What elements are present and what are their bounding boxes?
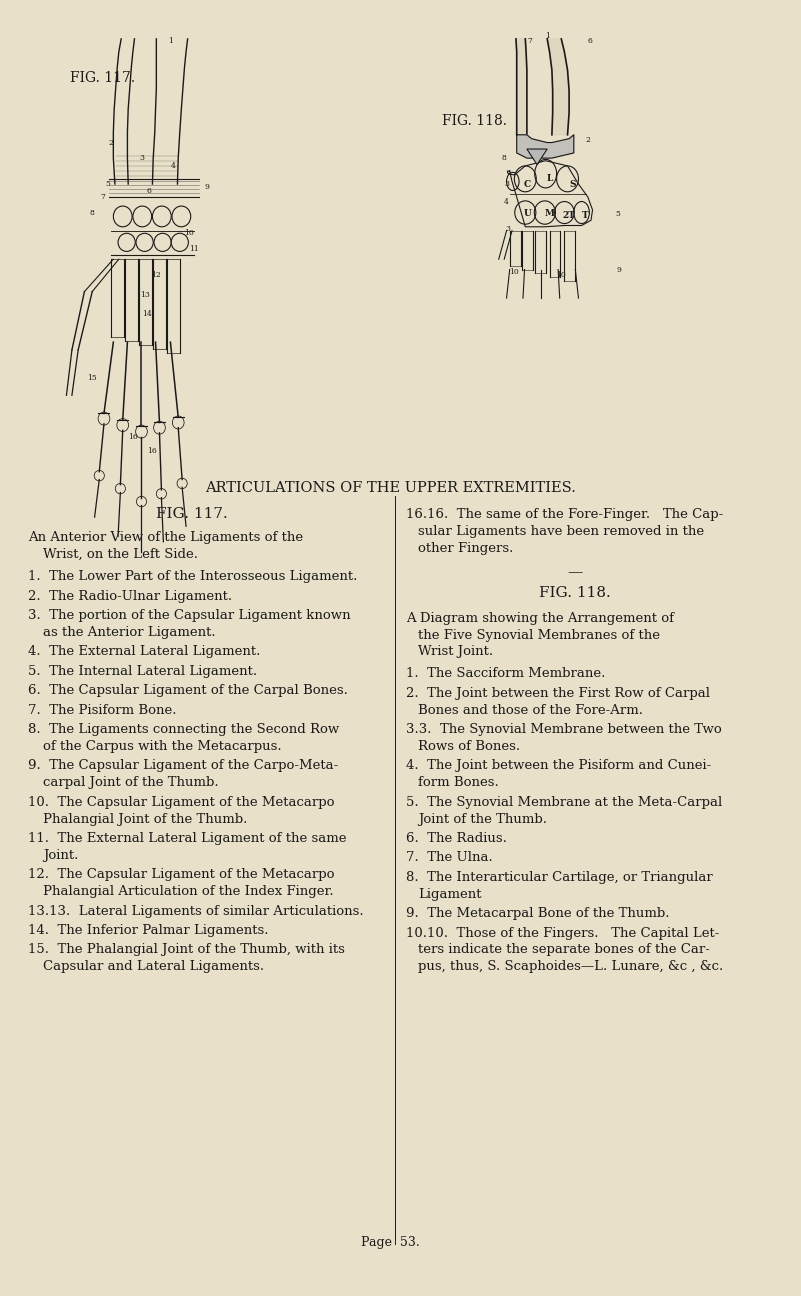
- Text: 15: 15: [87, 375, 97, 382]
- Polygon shape: [517, 135, 574, 158]
- Text: 11.  The External Lateral Ligament of the same: 11. The External Lateral Ligament of the…: [28, 832, 347, 845]
- Text: A Diagram showing the Arrangement of: A Diagram showing the Arrangement of: [406, 612, 674, 625]
- Text: FIG. 118.: FIG. 118.: [539, 586, 610, 600]
- Text: 9.  The Capsular Ligament of the Carpo-Meta-: 9. The Capsular Ligament of the Carpo-Me…: [28, 759, 338, 772]
- Text: T: T: [582, 211, 589, 219]
- Text: 1: 1: [545, 32, 549, 40]
- Text: 15.  The Phalangial Joint of the Thumb, with its: 15. The Phalangial Joint of the Thumb, w…: [28, 943, 345, 956]
- Text: 5.  The Internal Lateral Ligament.: 5. The Internal Lateral Ligament.: [28, 665, 257, 678]
- Text: 8.  The Interarticular Cartilage, or Triangular: 8. The Interarticular Cartilage, or Tria…: [406, 871, 713, 884]
- Text: An Anterior View of the Ligaments of the: An Anterior View of the Ligaments of the: [28, 531, 304, 544]
- Text: 9: 9: [617, 266, 622, 273]
- Text: 3.  The portion of the Capsular Ligament known: 3. The portion of the Capsular Ligament …: [28, 609, 351, 622]
- Text: of the Carpus with the Metacarpus.: of the Carpus with the Metacarpus.: [43, 740, 282, 753]
- Text: Wrist, on the Left Side.: Wrist, on the Left Side.: [43, 548, 198, 561]
- Text: 13.13.  Lateral Ligaments of similar Articulations.: 13.13. Lateral Ligaments of similar Arti…: [28, 905, 364, 918]
- Text: 4: 4: [504, 198, 509, 206]
- Text: 7.  The Ulna.: 7. The Ulna.: [406, 851, 493, 864]
- Text: 7: 7: [528, 38, 533, 45]
- Text: as the Anterior Ligament.: as the Anterior Ligament.: [43, 626, 215, 639]
- Text: L: L: [546, 175, 553, 183]
- Text: FIG. 117.: FIG. 117.: [70, 71, 135, 86]
- Text: 9.  The Metacarpal Bone of the Thumb.: 9. The Metacarpal Bone of the Thumb.: [406, 907, 670, 920]
- Text: Wrist Joint.: Wrist Joint.: [418, 645, 493, 658]
- Text: Rows of Bones.: Rows of Bones.: [418, 740, 521, 753]
- Text: 8: 8: [501, 154, 507, 162]
- Text: 14: 14: [142, 310, 152, 318]
- Polygon shape: [516, 39, 527, 135]
- Text: 13: 13: [139, 292, 150, 299]
- Text: 2.  The Joint between the First Row of Carpal: 2. The Joint between the First Row of Ca…: [406, 687, 710, 700]
- Text: form Bones.: form Bones.: [418, 776, 499, 789]
- Text: S: S: [569, 180, 575, 188]
- Text: carpal Joint of the Thumb.: carpal Joint of the Thumb.: [43, 776, 219, 789]
- Text: 3: 3: [139, 154, 145, 162]
- Text: 10: 10: [557, 271, 566, 279]
- Text: 12.  The Capsular Ligament of the Metacarpo: 12. The Capsular Ligament of the Metacar…: [28, 868, 335, 881]
- Text: sular Ligaments have been removed in the: sular Ligaments have been removed in the: [418, 525, 704, 538]
- Text: 4: 4: [171, 162, 176, 170]
- Text: the Five Synovial Membranes of the: the Five Synovial Membranes of the: [418, 629, 660, 642]
- Text: 10: 10: [509, 268, 519, 276]
- Text: Bones and those of the Fore-Arm.: Bones and those of the Fore-Arm.: [418, 704, 643, 717]
- Text: 3.3.  The Synovial Membrane between the Two: 3.3. The Synovial Membrane between the T…: [406, 723, 723, 736]
- Text: M: M: [545, 210, 554, 218]
- Text: 6: 6: [146, 187, 151, 194]
- Polygon shape: [527, 149, 547, 165]
- Text: Phalangial Articulation of the Index Finger.: Phalangial Articulation of the Index Fin…: [43, 885, 334, 898]
- Text: 12: 12: [151, 271, 161, 279]
- Text: 3: 3: [504, 180, 509, 188]
- Text: 1.  The Sacciform Membrane.: 1. The Sacciform Membrane.: [406, 667, 606, 680]
- Text: 2: 2: [109, 139, 114, 146]
- Text: 16: 16: [147, 447, 157, 455]
- Text: Capsular and Lateral Ligaments.: Capsular and Lateral Ligaments.: [43, 960, 264, 973]
- Text: Ligament: Ligament: [418, 888, 481, 901]
- Text: 9: 9: [205, 183, 210, 191]
- Text: 8.  The Ligaments connecting the Second Row: 8. The Ligaments connecting the Second R…: [28, 723, 340, 736]
- Text: FIG. 117.: FIG. 117.: [155, 507, 227, 521]
- Text: 16.16.  The same of the Fore-Finger.   The Cap-: 16.16. The same of the Fore-Finger. The …: [406, 508, 724, 521]
- Text: 3: 3: [505, 226, 510, 233]
- Text: FIG. 118.: FIG. 118.: [441, 114, 507, 128]
- Text: —: —: [567, 565, 582, 579]
- Text: 11: 11: [189, 245, 199, 253]
- Text: other Fingers.: other Fingers.: [418, 542, 513, 555]
- Text: C: C: [524, 180, 531, 188]
- Text: 10: 10: [184, 229, 194, 237]
- Text: 7.  The Pisiform Bone.: 7. The Pisiform Bone.: [28, 704, 177, 717]
- Text: Joint of the Thumb.: Joint of the Thumb.: [418, 813, 547, 826]
- Text: Page  53.: Page 53.: [361, 1236, 421, 1249]
- Text: 5.  The Synovial Membrane at the Meta-Carpal: 5. The Synovial Membrane at the Meta-Car…: [406, 796, 723, 809]
- Text: 6: 6: [588, 38, 593, 45]
- Text: 2: 2: [586, 136, 590, 144]
- Text: 5: 5: [106, 180, 111, 188]
- Text: Phalangial Joint of the Thumb.: Phalangial Joint of the Thumb.: [43, 813, 248, 826]
- Text: 6.  The Capsular Ligament of the Carpal Bones.: 6. The Capsular Ligament of the Carpal B…: [28, 684, 348, 697]
- Text: U: U: [524, 210, 532, 218]
- Text: 1.  The Lower Part of the Interosseous Ligament.: 1. The Lower Part of the Interosseous Li…: [28, 570, 357, 583]
- Text: 4.  The Joint between the Pisiform and Cunei-: 4. The Joint between the Pisiform and Cu…: [406, 759, 712, 772]
- Text: Joint.: Joint.: [43, 849, 78, 862]
- Text: 2.  The Radio-Ulnar Ligament.: 2. The Radio-Ulnar Ligament.: [28, 590, 232, 603]
- Text: 16: 16: [128, 433, 138, 441]
- Text: pus, thus, S. Scaphoides—L. Lunare, &c , &c.: pus, thus, S. Scaphoides—L. Lunare, &c ,…: [418, 960, 723, 973]
- Text: 8: 8: [90, 209, 95, 216]
- Text: 1: 1: [168, 38, 173, 45]
- Text: 6.  The Radius.: 6. The Radius.: [406, 832, 507, 845]
- Text: 14.  The Inferior Palmar Ligaments.: 14. The Inferior Palmar Ligaments.: [28, 924, 268, 937]
- Text: ters indicate the separate bones of the Car-: ters indicate the separate bones of the …: [418, 943, 710, 956]
- Polygon shape: [547, 39, 569, 135]
- Text: 2T: 2T: [562, 211, 576, 219]
- Text: 7: 7: [101, 193, 106, 201]
- Text: ARTICULATIONS OF THE UPPER EXTREMITIES.: ARTICULATIONS OF THE UPPER EXTREMITIES.: [205, 481, 576, 495]
- Text: 10.  The Capsular Ligament of the Metacarpo: 10. The Capsular Ligament of the Metacar…: [28, 796, 335, 809]
- Text: 5: 5: [615, 210, 620, 218]
- Text: 10.10.  Those of the Fingers.   The Capital Let-: 10.10. Those of the Fingers. The Capital…: [406, 927, 720, 940]
- Text: 4.  The External Lateral Ligament.: 4. The External Lateral Ligament.: [28, 645, 260, 658]
